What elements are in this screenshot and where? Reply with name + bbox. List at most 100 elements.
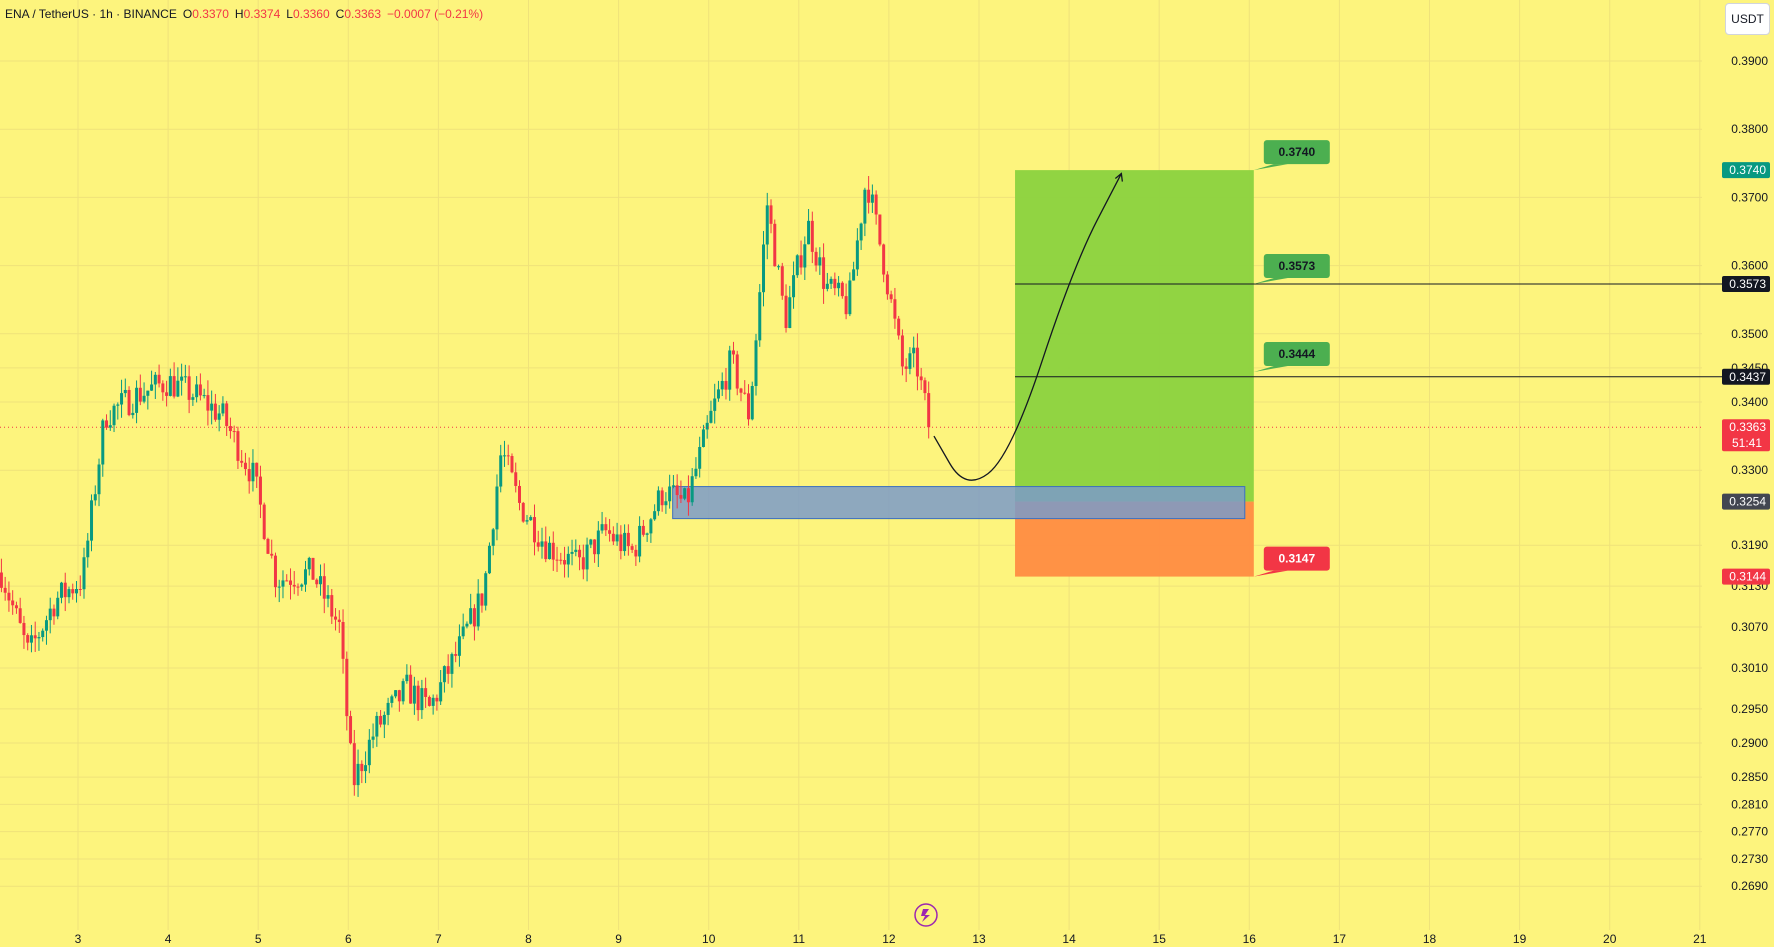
candle-body: [731, 350, 735, 355]
candle-body: [82, 557, 86, 590]
candle-body: [604, 524, 608, 531]
candle-body: [108, 425, 112, 428]
candle-body: [544, 541, 548, 560]
candle-body: [619, 534, 623, 552]
symbol-title[interactable]: ENA / TetherUS · 1h · BINANCE: [5, 7, 177, 21]
candle-body: [476, 593, 480, 627]
replay-icon[interactable]: [914, 903, 938, 927]
candle-body: [923, 380, 927, 394]
candle-body: [67, 589, 71, 598]
candle-body: [326, 595, 330, 599]
candle-body: [810, 220, 814, 252]
candle-body: [743, 392, 747, 394]
candle-body: [341, 621, 345, 659]
callout-box: [1263, 254, 1330, 279]
price-scale-label: 0.3144: [1729, 570, 1766, 584]
candle-body: [822, 257, 826, 289]
candle-body: [345, 658, 349, 717]
x-tick-label: 11: [793, 932, 806, 946]
callout-box: [1263, 140, 1330, 165]
candle-body: [450, 654, 454, 674]
candle-body: [105, 420, 109, 428]
candle-body: [634, 549, 638, 557]
candle-body: [698, 446, 702, 469]
candle-body: [195, 384, 199, 398]
candle-body: [273, 555, 277, 588]
candle-body: [90, 500, 94, 541]
candle-body: [701, 429, 705, 447]
candle-body: [716, 389, 720, 399]
candle-body: [525, 520, 529, 522]
candle-body: [319, 576, 323, 585]
candle-body: [29, 635, 33, 643]
candle-body: [529, 517, 533, 521]
x-tick-label: 9: [615, 932, 622, 946]
callout-pointer: [1253, 278, 1288, 285]
candle-body: [874, 194, 878, 215]
candle-body: [660, 490, 664, 506]
currency-button[interactable]: USDT: [1725, 3, 1770, 35]
candle-body: [600, 524, 604, 531]
y-tick-label: 0.2730: [1731, 852, 1768, 866]
candle-body: [251, 462, 255, 482]
y-tick-label: 0.2810: [1731, 797, 1768, 811]
x-tick-label: 21: [1693, 932, 1707, 946]
candle-body: [818, 257, 822, 266]
candle-body: [101, 420, 105, 465]
projection-arrowhead: [1114, 172, 1124, 182]
candle-body: [825, 283, 829, 289]
callout-box: [1263, 546, 1330, 571]
candle-body: [795, 255, 799, 276]
candle-body: [3, 587, 7, 593]
candle-body: [288, 580, 292, 585]
candle-body: [457, 636, 461, 656]
price-scale-label-bg: [1722, 276, 1770, 293]
candle-body: [33, 635, 37, 639]
candle-body: [409, 674, 413, 704]
candle-body: [315, 579, 319, 585]
price-scale-label-bg: [1722, 419, 1770, 452]
candle-body: [416, 685, 420, 711]
target-zone: [1015, 170, 1254, 502]
candle-body: [243, 462, 247, 470]
candle-body: [431, 697, 435, 706]
candle-body: [390, 696, 394, 703]
candle-body: [225, 403, 229, 427]
candle-body: [754, 340, 758, 387]
price-scale-countdown: 51:41: [1732, 436, 1762, 450]
candle-body: [442, 666, 446, 683]
ohlc-close: C0.3363: [335, 7, 382, 21]
candle-body: [709, 410, 713, 423]
candle-body: [844, 296, 848, 315]
y-tick-label: 0.3800: [1731, 122, 1768, 136]
candle-body: [270, 553, 274, 556]
candle-body: [135, 387, 139, 413]
candle-body: [927, 393, 931, 428]
candle-body: [202, 395, 206, 397]
candle-body: [349, 716, 353, 744]
x-tick-label: 20: [1603, 932, 1617, 946]
candle-body: [491, 529, 495, 546]
candle-body: [367, 739, 371, 766]
candle-body: [52, 608, 56, 617]
candle-body: [863, 189, 867, 224]
candle-body: [86, 540, 90, 558]
callout-label: 0.3573: [1278, 259, 1315, 273]
candle-body: [724, 380, 728, 390]
candle-body: [217, 413, 221, 420]
candle-body: [713, 398, 717, 411]
candle-body: [461, 626, 465, 637]
candle-body: [71, 589, 75, 594]
candle-body: [198, 384, 202, 396]
callout-box: [1263, 341, 1330, 366]
candle-body: [360, 763, 364, 772]
candle-body: [578, 549, 582, 558]
candle-body: [22, 622, 26, 636]
candle-body: [807, 220, 811, 245]
candle-body: [266, 538, 270, 554]
candle-body: [502, 455, 506, 457]
candle-body: [397, 690, 401, 702]
y-tick-label: 0.2690: [1731, 879, 1768, 893]
ohlc-open: O0.3370: [182, 7, 229, 21]
